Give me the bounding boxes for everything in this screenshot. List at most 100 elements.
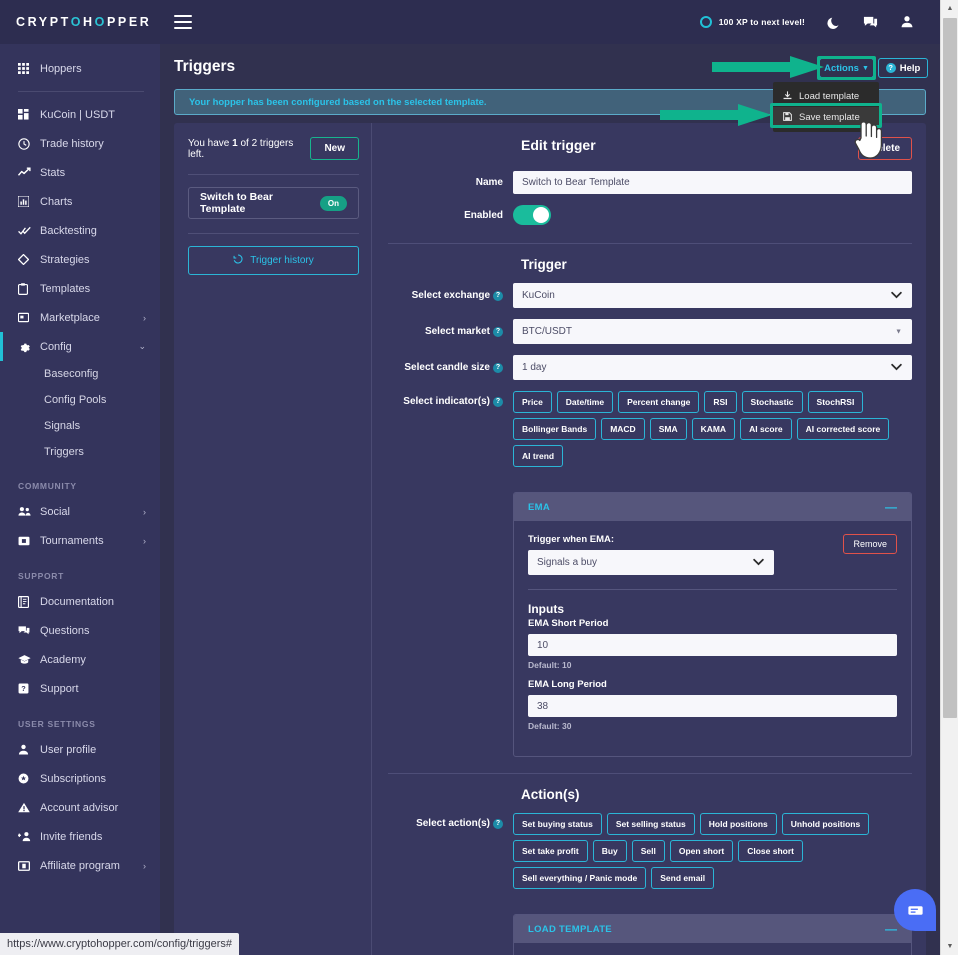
user-icon[interactable]	[900, 15, 914, 29]
sidebar-item-subscriptions[interactable]: Subscriptions	[0, 764, 160, 793]
load-template-card-header[interactable]: LOAD TEMPLATE —	[514, 915, 911, 943]
action-chip-open-short[interactable]: Open short	[669, 840, 734, 862]
status-badge: On	[319, 195, 347, 211]
action-chip-close-short[interactable]: Close short	[738, 840, 803, 862]
action-chip-unhold-positions[interactable]: Unhold positions	[781, 813, 870, 835]
minus-icon[interactable]: —	[885, 922, 897, 936]
sidebar-item-strategies[interactable]: Strategies	[0, 245, 160, 274]
action-chip-set-buying-status[interactable]: Set buying status	[513, 813, 602, 835]
help-tooltip-icon[interactable]: ?	[493, 363, 503, 373]
chevron-down-icon	[753, 557, 764, 568]
brand-logo[interactable]: CRYPTOHOPPER	[16, 15, 152, 29]
trigger-name-input[interactable]	[513, 171, 912, 194]
sidebar-item-kucoin-usdt[interactable]: KuCoin | USDT	[0, 100, 160, 129]
sidebar-item-label: Trade history	[40, 137, 104, 150]
top-bar: CRYPTOHOPPER 100 XP to next level!	[0, 0, 940, 44]
sidebar-item-stats[interactable]: Stats	[0, 158, 160, 187]
sidebar-item-account-advisor[interactable]: Account advisor	[0, 793, 160, 822]
chat-icon[interactable]	[863, 15, 878, 30]
menu-item-load-template[interactable]: Load template	[773, 86, 879, 107]
scroll-up-arrow-icon[interactable]: ▲	[946, 5, 954, 12]
indicator-chip-price[interactable]: Price	[513, 391, 552, 413]
ema-long-period-input[interactable]	[528, 695, 897, 717]
action-chip-buy[interactable]: Buy	[592, 840, 627, 862]
indicator-chip-stochastic[interactable]: Stochastic	[741, 391, 803, 413]
actions-dropdown-button[interactable]: Actions ▼	[819, 58, 874, 78]
ema-remove-button[interactable]: Remove	[843, 534, 897, 554]
sidebar-item-label: Academy	[40, 653, 86, 666]
indicator-chip-macd[interactable]: MACD	[601, 418, 645, 440]
ema-short-period-input[interactable]	[528, 634, 897, 656]
menu-toggle-icon[interactable]	[174, 15, 192, 29]
page-scrollbar[interactable]: ▲ ▼	[940, 0, 958, 955]
sidebar-item-config[interactable]: Config ⌄	[0, 332, 160, 361]
indicator-chip-date-time[interactable]: Date/time	[556, 391, 614, 413]
sidebar-item-charts[interactable]: Charts	[0, 187, 160, 216]
help-tooltip-icon[interactable]: ?	[493, 327, 503, 337]
sidebar-subitem-signals[interactable]: Signals	[0, 413, 160, 439]
select-market-dropdown[interactable]: BTC/USDT ▼	[513, 319, 912, 344]
sidebar-item-documentation[interactable]: Documentation	[0, 587, 160, 616]
indicator-chip-ai-trend[interactable]: AI trend	[513, 445, 564, 467]
help-tooltip-icon[interactable]: ?	[493, 819, 503, 829]
xp-indicator[interactable]: 100 XP to next level!	[699, 16, 805, 28]
indicator-chip-sma[interactable]: SMA	[649, 418, 687, 440]
sidebar-subitem-config-pools[interactable]: Config Pools	[0, 387, 160, 413]
help-tooltip-icon[interactable]: ?	[493, 397, 503, 407]
sidebar-item-user-profile[interactable]: User profile	[0, 735, 160, 764]
sidebar-subitem-label: Config Pools	[44, 394, 107, 406]
delete-trigger-button[interactable]: Delete	[857, 137, 912, 160]
sidebar-item-tournaments[interactable]: Tournaments ›	[0, 526, 160, 555]
scrollbar-thumb[interactable]	[943, 18, 957, 718]
chat-widget-button[interactable]	[894, 889, 936, 931]
menu-item-save-template[interactable]: Save template	[773, 107, 879, 128]
sidebar-item-invite-friends[interactable]: Invite friends	[0, 822, 160, 851]
book-icon	[18, 595, 40, 608]
sidebar-item-trade-history[interactable]: Trade history	[0, 129, 160, 158]
sidebar-subitem-triggers[interactable]: Triggers	[0, 439, 160, 465]
trigger-list-item[interactable]: Switch to Bear Template On	[188, 187, 359, 219]
sidebar-subitem-baseconfig[interactable]: Baseconfig	[0, 361, 160, 387]
sidebar-item-support[interactable]: ? Support	[0, 674, 160, 703]
sidebar-item-marketplace[interactable]: Marketplace ›	[0, 303, 160, 332]
chevron-down-icon	[891, 362, 902, 373]
ema-short-period-default: Default: 10	[528, 660, 572, 670]
trigger-history-button[interactable]: Trigger history	[188, 246, 359, 275]
moon-icon[interactable]	[827, 15, 841, 29]
indicator-chip-group: Price Date/time Percent change RSI Stochasti…	[513, 391, 912, 467]
count-value: 1	[232, 137, 238, 149]
sidebar-item-hoppers[interactable]: Hoppers	[0, 54, 160, 83]
action-chip-set-take-profit[interactable]: Set take profit	[513, 840, 588, 862]
action-chip-send-email[interactable]: Send email	[651, 867, 715, 889]
action-chip-sell-everything-panic-mode[interactable]: Sell everything / Panic mode	[513, 867, 647, 889]
sidebar-item-affiliate-program[interactable]: Affiliate program ›	[0, 851, 160, 880]
indicator-chip-stochrsi[interactable]: StochRSI	[807, 391, 864, 413]
indicator-chip-kama[interactable]: KAMA	[691, 418, 736, 440]
trigger-list-header: You have 1 of 2 triggers left. New	[188, 137, 359, 160]
trigger-when-dropdown[interactable]: Signals a buy	[528, 550, 774, 575]
minus-icon[interactable]: —	[885, 500, 897, 514]
sidebar-item-backtesting[interactable]: Backtesting	[0, 216, 160, 245]
sidebar-item-templates[interactable]: Templates	[0, 274, 160, 303]
indicator-chip-bollinger-bands[interactable]: Bollinger Bands	[513, 418, 597, 440]
chevron-down-icon	[891, 290, 902, 301]
help-button[interactable]: ? Help	[878, 58, 928, 78]
indicator-chip-ai-corrected-score[interactable]: AI corrected score	[796, 418, 890, 440]
ema-card-header[interactable]: EMA —	[514, 493, 911, 521]
sidebar-item-social[interactable]: Social ›	[0, 497, 160, 526]
indicator-chip-ai-score[interactable]: AI score	[740, 418, 792, 440]
select-candle-size-dropdown[interactable]: 1 day	[513, 355, 912, 380]
indicator-chip-rsi[interactable]: RSI	[704, 391, 737, 413]
scroll-down-arrow-icon[interactable]: ▼	[946, 943, 954, 950]
action-chip-sell[interactable]: Sell	[631, 840, 665, 862]
action-chip-hold-positions[interactable]: Hold positions	[699, 813, 777, 835]
select-exchange-dropdown[interactable]: KuCoin	[513, 283, 912, 308]
enabled-toggle[interactable]	[513, 205, 551, 225]
action-chip-set-selling-status[interactable]: Set selling status	[606, 813, 695, 835]
new-trigger-button[interactable]: New	[310, 137, 359, 160]
indicator-chip-percent-change[interactable]: Percent change	[618, 391, 700, 413]
xp-ring-icon	[699, 16, 712, 28]
help-tooltip-icon[interactable]: ?	[493, 291, 503, 301]
sidebar-item-questions[interactable]: Questions	[0, 616, 160, 645]
sidebar-item-academy[interactable]: Academy	[0, 645, 160, 674]
